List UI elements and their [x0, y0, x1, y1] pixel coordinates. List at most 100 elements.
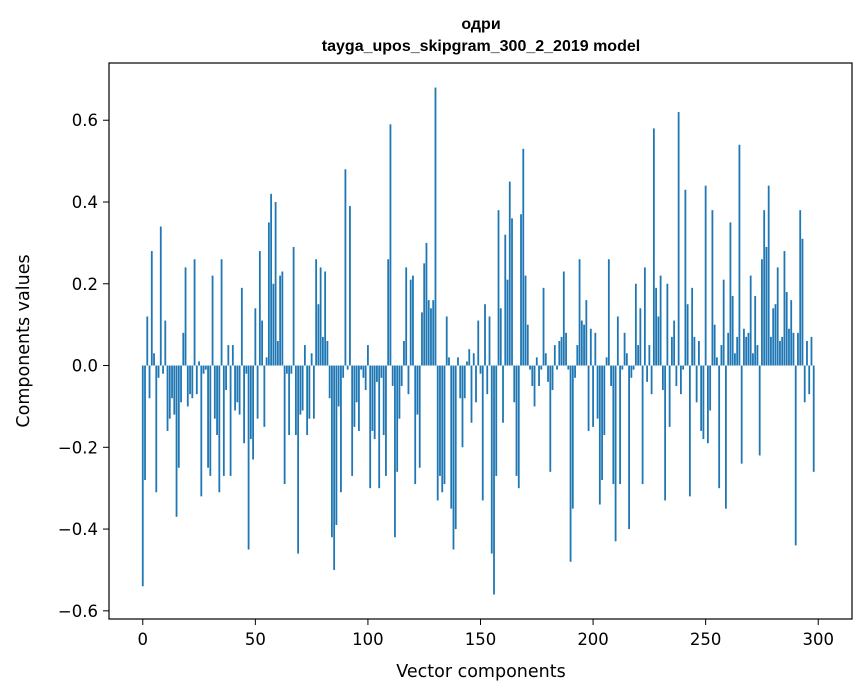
bar	[400, 365, 403, 386]
bar	[810, 336, 813, 366]
bar	[522, 148, 525, 366]
bar	[270, 193, 273, 366]
bar	[425, 242, 428, 366]
bar	[711, 210, 714, 366]
bar	[418, 365, 421, 468]
bar	[684, 189, 687, 366]
bar	[414, 365, 417, 485]
bar	[261, 320, 263, 366]
bar	[150, 251, 153, 366]
bar	[547, 365, 549, 382]
bar	[319, 267, 322, 366]
bar	[276, 341, 279, 366]
bar	[434, 87, 437, 366]
bar	[202, 365, 205, 374]
bar	[337, 365, 340, 407]
y-tick-label: 0.4	[72, 193, 98, 212]
bar	[580, 320, 583, 366]
bar	[520, 214, 522, 366]
bar	[553, 345, 556, 366]
bar	[166, 365, 169, 431]
bar	[333, 365, 336, 570]
bar	[806, 341, 808, 366]
bar	[538, 365, 540, 386]
bar	[173, 365, 176, 415]
bar	[157, 365, 160, 378]
bar	[704, 185, 707, 366]
bar	[718, 365, 721, 489]
bar	[761, 259, 763, 366]
bar	[144, 365, 146, 480]
bar	[463, 365, 466, 399]
bar	[720, 345, 723, 366]
bar	[486, 365, 489, 395]
bar	[346, 365, 349, 370]
bar	[155, 365, 158, 493]
bar	[612, 365, 615, 485]
bar	[752, 353, 754, 366]
bar	[292, 246, 295, 366]
bar	[619, 365, 621, 485]
bar	[340, 365, 342, 493]
y-tick-label: 0.2	[72, 275, 98, 294]
bar	[763, 210, 766, 366]
x-axis-ticks: 0 50 100 150 200 250 300	[138, 619, 834, 649]
bar	[290, 365, 293, 374]
bar	[686, 304, 689, 366]
bar	[698, 341, 700, 366]
x-axis-label: Vector components	[396, 662, 565, 682]
bar	[781, 336, 784, 366]
bar	[556, 365, 558, 370]
bar	[666, 283, 669, 366]
bar	[540, 365, 543, 370]
bar	[661, 365, 664, 391]
bar	[499, 308, 502, 366]
bar	[767, 185, 770, 366]
bar	[668, 365, 671, 427]
bar	[267, 222, 270, 366]
bar	[707, 365, 709, 444]
bar	[544, 353, 547, 366]
bar	[513, 365, 516, 403]
bar	[294, 365, 297, 436]
bar	[709, 365, 712, 411]
bar	[405, 267, 408, 366]
bar	[382, 365, 385, 436]
bar	[394, 365, 396, 538]
bar	[430, 308, 432, 366]
bar	[677, 112, 680, 366]
bar	[391, 365, 394, 386]
bar	[783, 251, 786, 366]
bar	[549, 365, 552, 472]
bar	[182, 332, 185, 366]
bar	[529, 365, 531, 370]
bar	[567, 365, 570, 370]
bar	[758, 365, 761, 456]
bar	[436, 365, 439, 501]
bar	[385, 365, 387, 476]
bar	[736, 336, 739, 366]
bar	[225, 365, 227, 391]
bar	[695, 365, 698, 403]
bar	[177, 365, 180, 468]
bar	[306, 365, 309, 436]
y-tick-label: −0.2	[58, 438, 98, 457]
bar	[231, 345, 234, 366]
bar	[790, 300, 793, 366]
bar	[204, 365, 207, 370]
bar	[207, 365, 209, 468]
bar	[272, 283, 275, 366]
bar	[283, 365, 286, 485]
bar	[342, 365, 345, 378]
x-tick-label: 0	[138, 630, 149, 649]
bar	[716, 357, 718, 366]
bar	[477, 320, 480, 366]
plot-frame	[108, 62, 853, 620]
bar	[756, 345, 759, 366]
bar	[355, 365, 358, 403]
bar	[562, 271, 565, 366]
bar	[308, 365, 311, 419]
bar	[349, 206, 351, 366]
bar	[808, 365, 811, 395]
bar	[175, 365, 178, 517]
